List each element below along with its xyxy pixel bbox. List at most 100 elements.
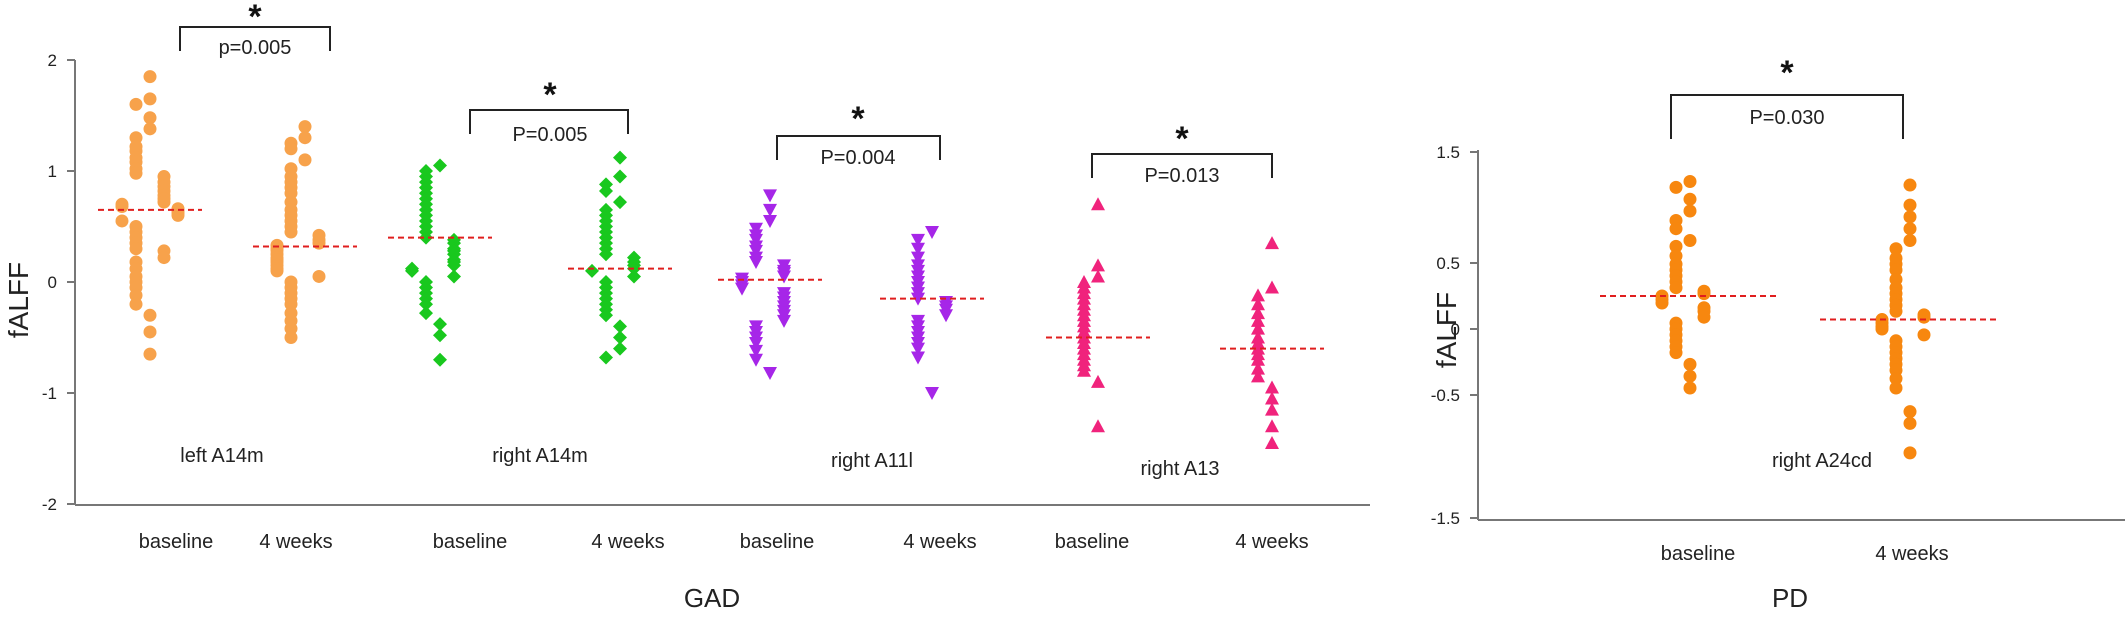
data-point (599, 183, 613, 198)
data-point (763, 189, 777, 203)
region-label: right A11l (831, 450, 913, 472)
pd-x-tick-label: 4 weeks (1875, 543, 1948, 565)
data-point (939, 309, 953, 323)
data-point (1091, 197, 1105, 211)
data-point (312, 269, 326, 283)
significance-bracket (1670, 94, 1904, 139)
pd-y-ticks: 1.5 0.5 0 -0.5 -1.5 (1431, 143, 1478, 528)
data-point (1683, 175, 1697, 188)
data-point (911, 342, 925, 356)
data-point (1683, 234, 1697, 247)
data-point (143, 111, 157, 125)
data-point (599, 350, 613, 365)
data-point (911, 292, 925, 306)
data-point (433, 328, 447, 343)
p-value-label: P=0.005 (512, 124, 587, 146)
data-point (284, 331, 298, 344)
data-point (911, 251, 925, 265)
data-point (433, 317, 447, 332)
data-point (749, 244, 763, 258)
data-point (1917, 328, 1931, 342)
data-point (284, 322, 298, 336)
pd-panel: fALFF PD 1.5 0.5 0 -0.5 -1.5 baseline 4 … (1431, 54, 2125, 613)
data-point (1903, 405, 1917, 419)
gad-y-tick-label: -2 (42, 495, 57, 514)
pd-y-tick-label: 0.5 (1436, 254, 1460, 273)
data-point (613, 330, 627, 345)
significance-star: * (1175, 120, 1189, 158)
data-point (115, 214, 129, 228)
data-point (447, 258, 461, 273)
data-point (129, 131, 143, 145)
data-point (763, 367, 777, 381)
data-point (129, 297, 143, 311)
gad-y-tick-label: 2 (48, 51, 57, 70)
data-point (777, 314, 791, 328)
data-point (1903, 178, 1917, 192)
gad-x-tick-labels: baseline 4 weeks baseline 4 weeks baseli… (139, 531, 1309, 553)
data-point (171, 208, 185, 222)
significance-star: * (851, 100, 865, 138)
data-point (1251, 352, 1265, 366)
data-point (1091, 269, 1105, 283)
data-point (627, 269, 641, 284)
pd-x-tick-labels: baseline 4 weeks (1661, 543, 1949, 565)
p-value-label: P=0.030 (1749, 107, 1824, 129)
data-point (1251, 361, 1265, 375)
data-point (405, 263, 419, 278)
data-point (433, 158, 447, 173)
pd-y-axis-label: fALFF (1431, 292, 1462, 368)
gad-x-tick-label: 4 weeks (1235, 531, 1308, 553)
data-point (115, 200, 129, 214)
data-point (613, 195, 627, 210)
data-point (1875, 322, 1889, 336)
significance-star: * (248, 0, 262, 36)
data-point (1669, 281, 1683, 295)
pd-x-tick-label: baseline (1661, 543, 1736, 565)
data-point (129, 97, 143, 111)
gad-y-tick-label: -1 (42, 384, 57, 403)
data-point (1251, 297, 1265, 311)
data-point (284, 142, 298, 156)
data-point (298, 153, 312, 167)
data-point (129, 166, 143, 180)
data-point (312, 236, 326, 250)
gad-y-axis-label: fALFF (3, 262, 34, 338)
data-point (419, 297, 433, 312)
data-point (1903, 198, 1917, 212)
data-point (143, 122, 157, 136)
data-point (1669, 346, 1683, 360)
data-point (1251, 306, 1265, 320)
data-point (1903, 446, 1917, 460)
data-point (143, 92, 157, 106)
data-point (1091, 419, 1105, 433)
data-point (1903, 234, 1917, 247)
data-point (1669, 239, 1683, 253)
data-point (298, 120, 312, 134)
data-point (749, 337, 763, 351)
gad-y-tick-label: 1 (48, 162, 57, 181)
significance-star: * (543, 76, 557, 114)
gad-region-labels: left A14m right A14m right A11l right A1… (180, 445, 1219, 480)
data-point (1265, 280, 1279, 294)
data-point (1903, 416, 1917, 430)
significance-bracket (1091, 153, 1273, 178)
data-point (1683, 204, 1697, 218)
data-point (143, 308, 157, 322)
data-point (1683, 192, 1697, 206)
gad-points (98, 70, 1324, 449)
data-point (433, 352, 447, 367)
data-point (157, 251, 171, 265)
gad-y-tick-label: 0 (48, 273, 57, 292)
data-point (613, 341, 627, 356)
gad-significance-brackets: * p=0.005 * P=0.005 * P=0.004 * P=0.013 (179, 0, 1273, 187)
data-point (1683, 357, 1697, 371)
data-point (143, 347, 157, 361)
significance-bracket (469, 109, 629, 134)
gad-x-tick-label: 4 weeks (591, 531, 664, 553)
gad-x-tick-label: baseline (139, 531, 214, 553)
data-point (1683, 369, 1697, 383)
data-point (1889, 242, 1903, 256)
data-point (1251, 369, 1265, 383)
